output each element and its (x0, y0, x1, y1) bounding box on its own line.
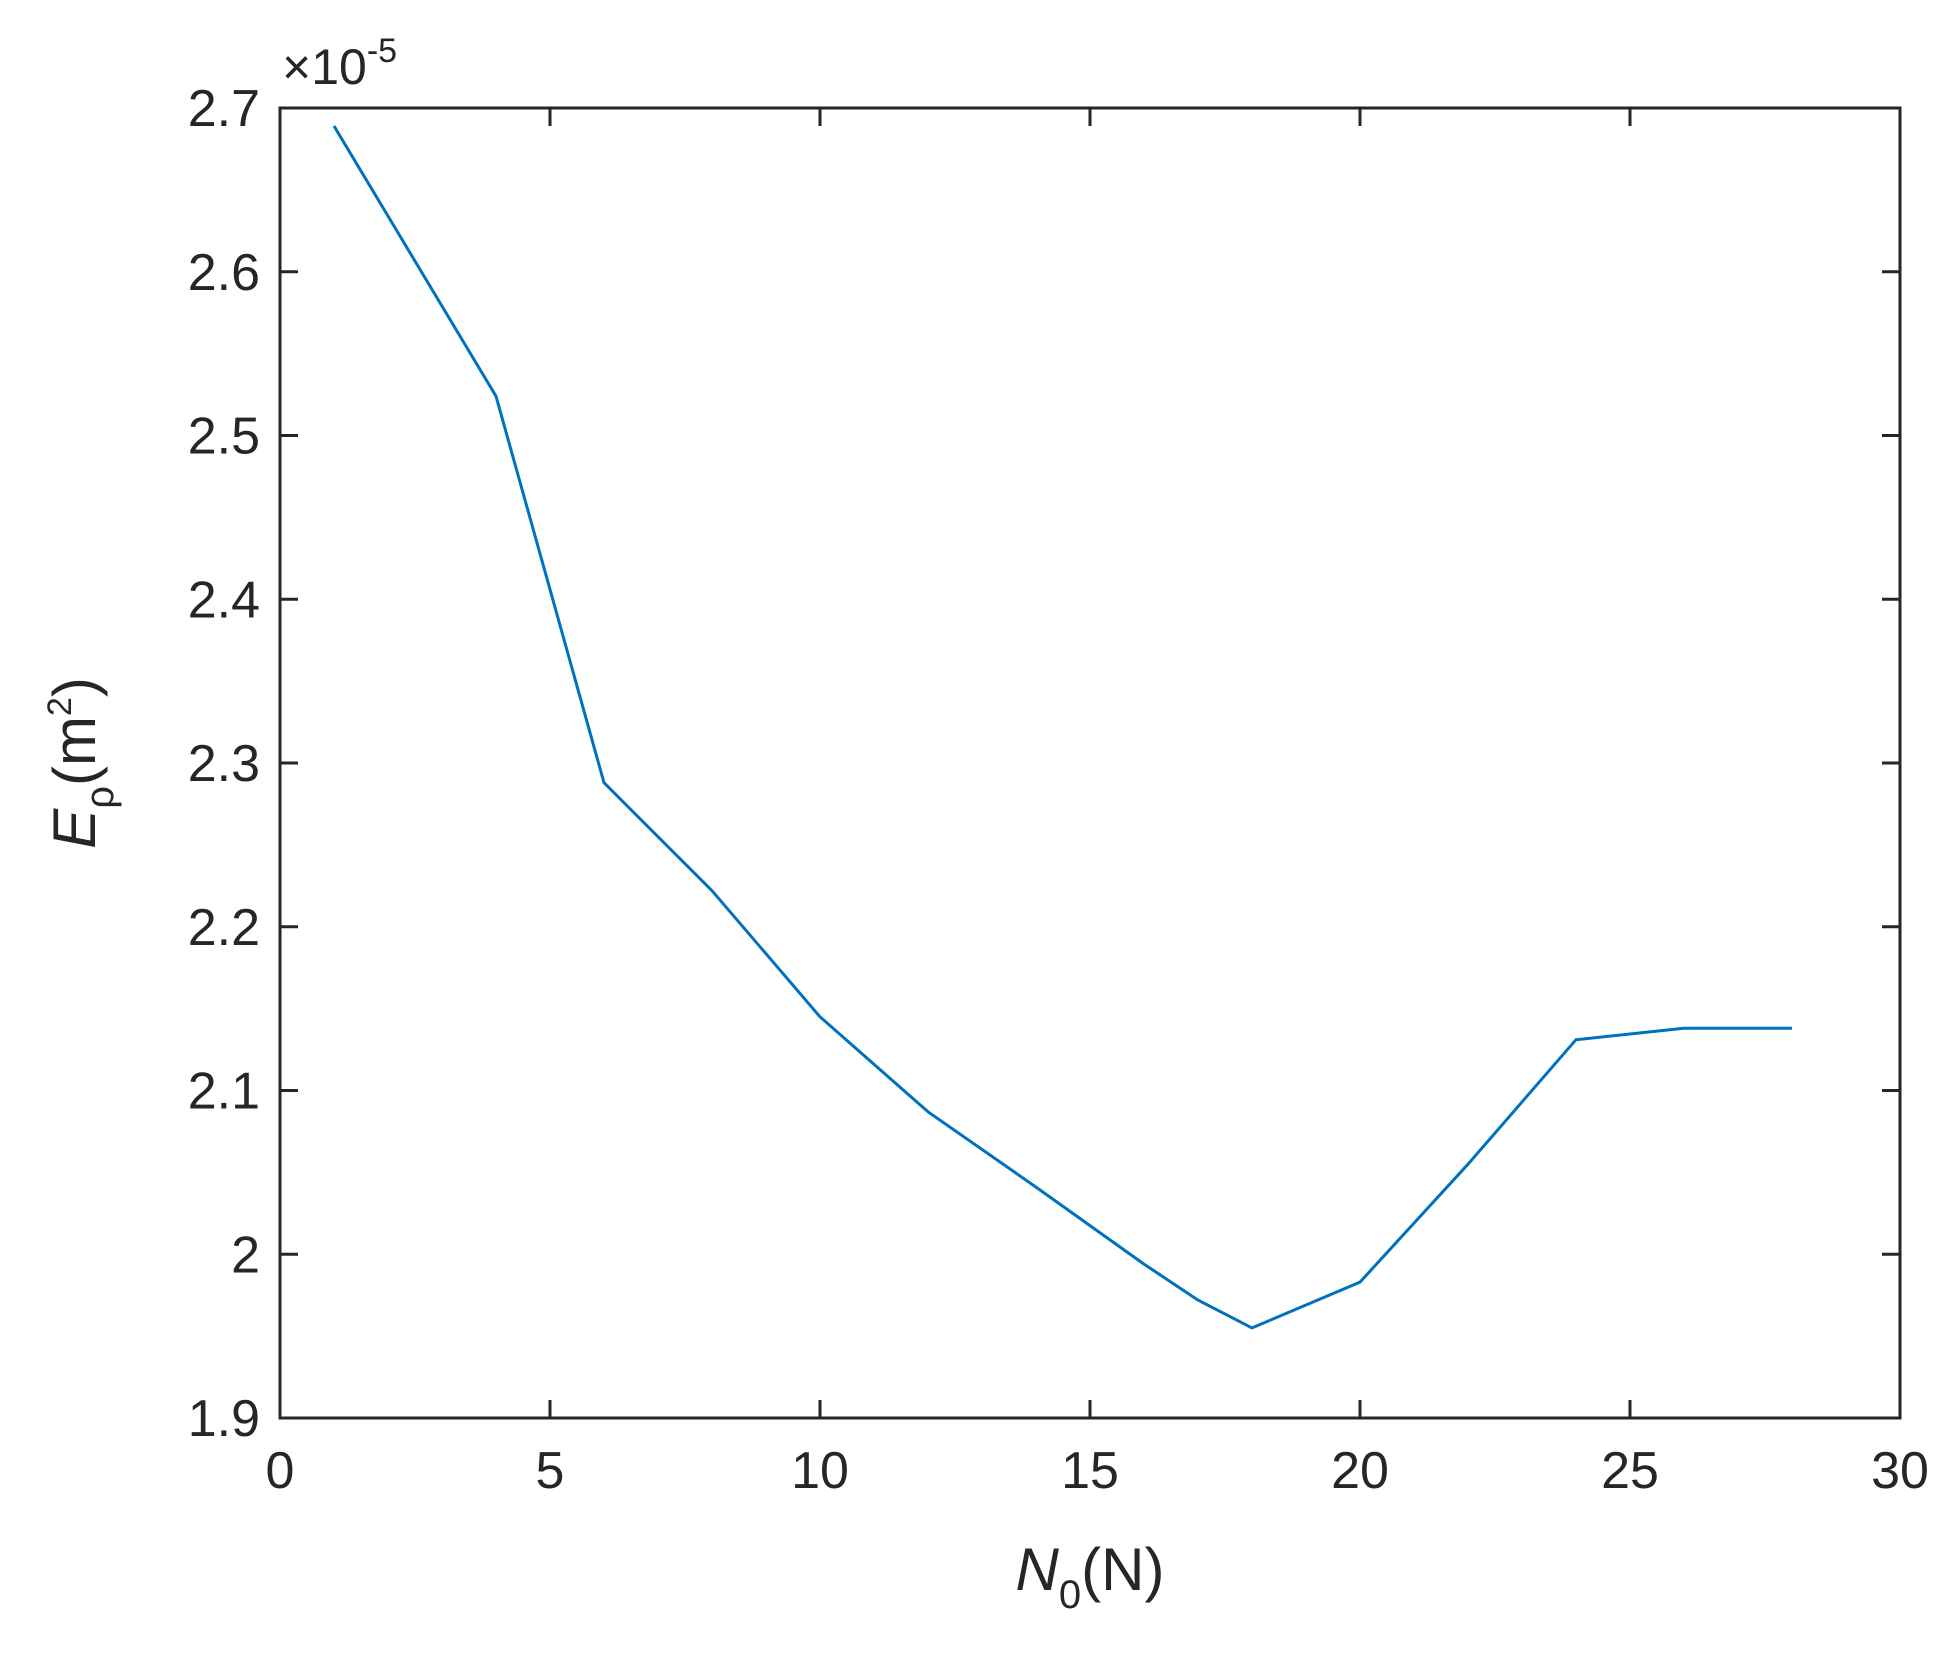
y-tick-label: 2.1 (188, 1063, 260, 1121)
y-tick-label: 2.4 (188, 571, 260, 629)
x-tick-label: 0 (266, 1442, 295, 1500)
x-tick-label: 10 (791, 1442, 849, 1500)
tick-labels: 0 5 10 15 20 25 30 1.9 2 2.1 2.2 2.3 2.4 2.5 2.6 2.7 (188, 80, 1929, 1500)
y-tick-label: 1.9 (188, 1390, 260, 1448)
y-tick-label: 2.2 (188, 899, 260, 957)
y-tick-label: 2 (231, 1226, 260, 1284)
x-axis-label: N0(N) (1016, 1536, 1165, 1617)
y-tick-label: 2.6 (188, 244, 260, 302)
x-tick-label: 25 (1601, 1442, 1659, 1500)
y-exponent-label: ×10-5 (282, 32, 397, 95)
axes-box (278, 106, 1902, 1420)
x-tick-label: 5 (536, 1442, 565, 1500)
y-tick-label: 2.7 (188, 80, 260, 138)
plot-area (280, 108, 1900, 1418)
x-tick-label: 20 (1331, 1442, 1389, 1500)
y-tick-label: 2.3 (188, 735, 260, 793)
y-axis-label: Eρ(m2) (41, 677, 122, 849)
x-tick-label: 30 (1871, 1442, 1929, 1500)
series-line (332, 125, 1792, 1330)
y-tick-label: 2.5 (188, 408, 260, 466)
x-tick-label: 15 (1061, 1442, 1119, 1500)
